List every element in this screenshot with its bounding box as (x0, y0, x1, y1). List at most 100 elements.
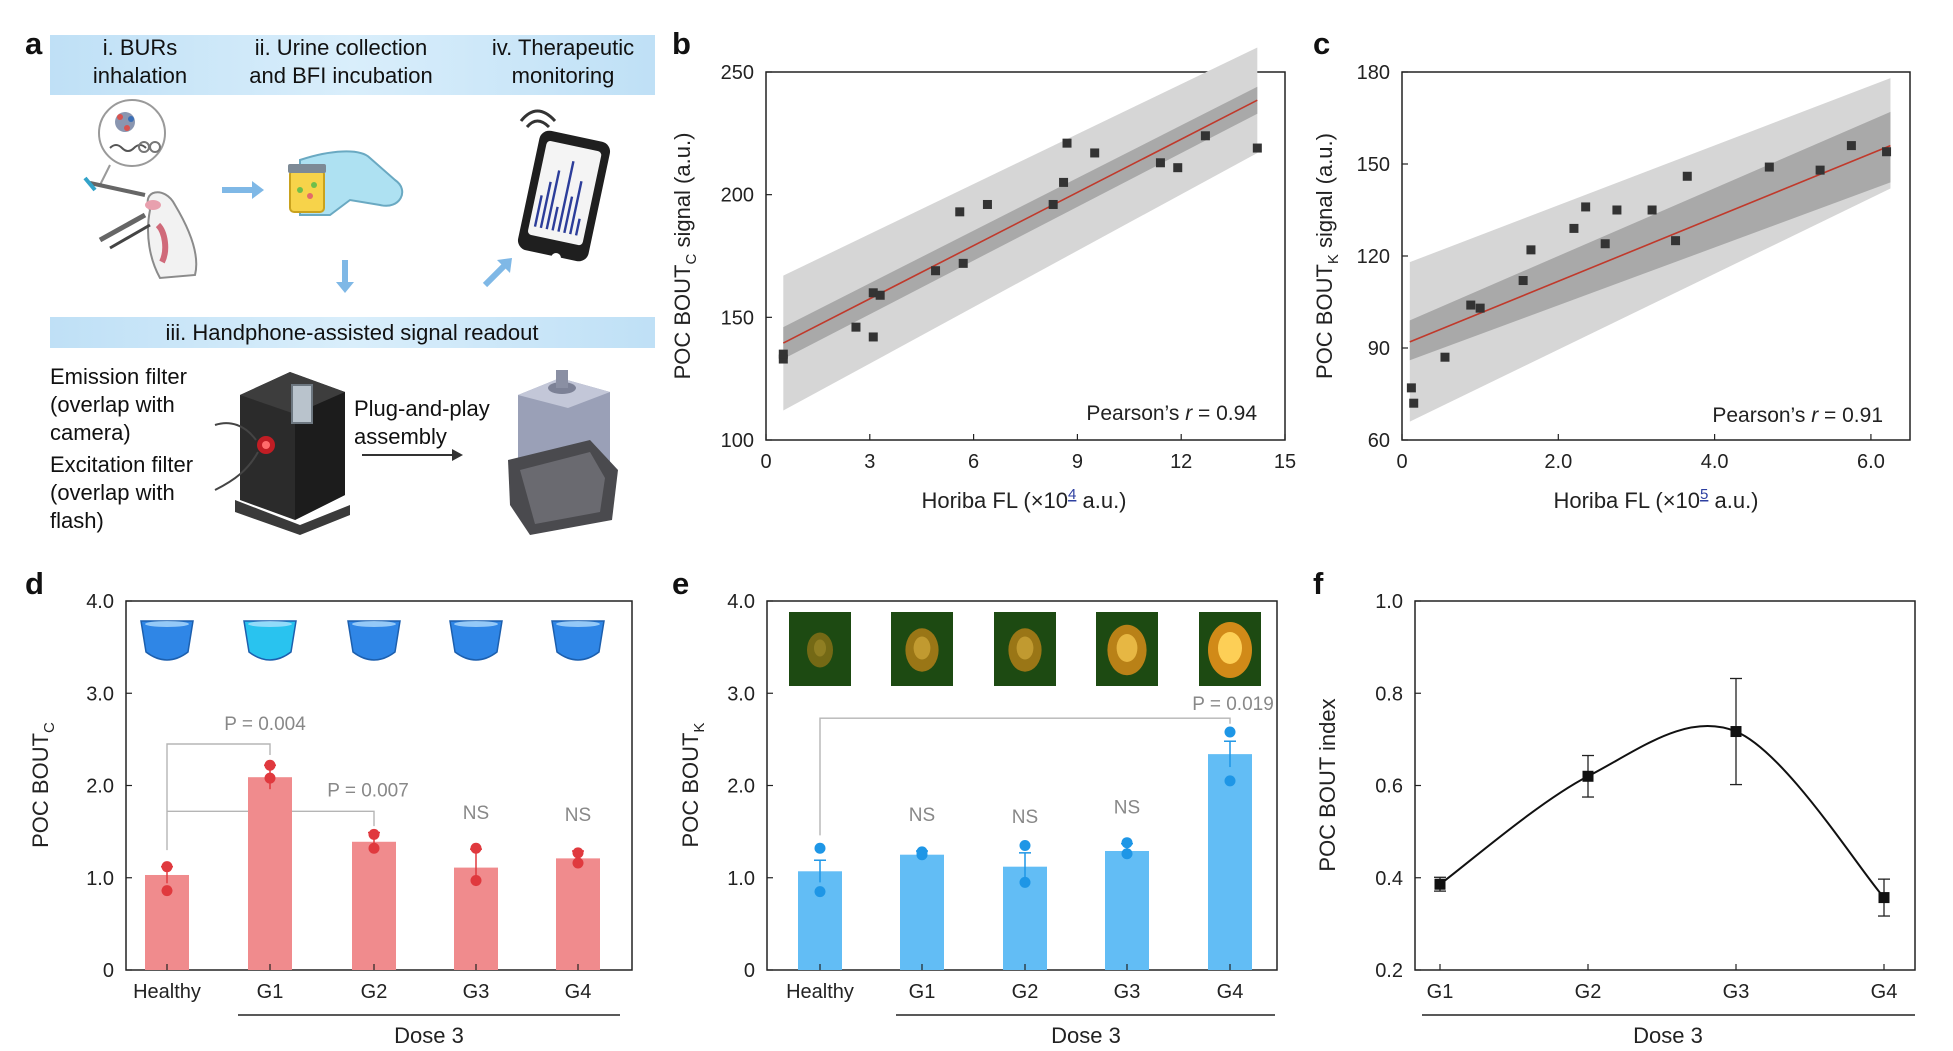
data-point (868, 332, 878, 342)
panel-label-d: d (25, 566, 44, 601)
confidence-bands-b (783, 47, 1258, 411)
fit-line-c (1409, 144, 1891, 343)
x-tick-label: Healthy (133, 981, 201, 1003)
y-ticks-b: 100 150 200 250 (721, 62, 772, 452)
y-tick-label: 120 (1357, 246, 1390, 268)
replicate-dot (916, 849, 928, 861)
y-axis-label-c: POC BOUTK signal (a.u.) (1312, 133, 1342, 379)
p-value-label: P = 0.004 (224, 714, 306, 735)
data-point (931, 266, 941, 276)
x-tick-label: 6.0 (1857, 451, 1885, 473)
comparison-bracket (819, 717, 1231, 836)
vial-highlight (248, 621, 292, 627)
y-tick-label: 100 (721, 430, 754, 452)
plug-line2: assembly (354, 424, 447, 449)
vial-highlight (454, 621, 498, 627)
bar (900, 854, 944, 970)
step4-line1: iv. Therapeutic (492, 35, 634, 60)
p-value-label: P = 0.007 (327, 781, 409, 802)
x-ticks-b: 0 3 6 9 12 15 (760, 434, 1296, 473)
data-point (851, 322, 861, 332)
significance-brackets-d: P = 0.004 P = 0.007 (166, 714, 409, 851)
data-point (982, 199, 992, 209)
replicate-dot (368, 828, 380, 840)
x-tick-label: G4 (1871, 981, 1898, 1003)
step4-line2: monitoring (512, 63, 615, 88)
panel-label-f: f (1313, 566, 1324, 601)
regression-line (782, 99, 1258, 344)
x-tick-label: G2 (1012, 981, 1039, 1003)
data-point (1682, 171, 1692, 181)
data-point (1048, 199, 1058, 209)
y-tick-label: 250 (721, 62, 754, 84)
panel-f-line: f 0.2 0.4 0.6 0.8 1.0 G1 G2 G3 G4 Dose 3 POC BO… (1313, 566, 1916, 1048)
y-tick-label: 200 (721, 185, 754, 207)
data-point (1475, 303, 1485, 313)
data-point (778, 354, 788, 364)
y-tick-label: 0 (744, 960, 755, 982)
ns-label: NS (1114, 798, 1140, 819)
ci-inner-band (1409, 111, 1891, 361)
data-point (1815, 165, 1825, 175)
significance-brackets-e: P = 0.019 (819, 694, 1274, 836)
y-axis-label-f: POC BOUT index (1315, 698, 1340, 871)
plug-line1: Plug-and-play (354, 396, 490, 421)
y-ticks-e: 0 1.0 2.0 3.0 4.0 (727, 591, 773, 982)
spline-curve (1439, 725, 1885, 899)
fluorescence-images-e (789, 612, 1261, 686)
data-point (875, 290, 885, 300)
vial-image (243, 620, 297, 661)
y-tick-label: 4.0 (86, 591, 114, 613)
panel-c-scatter: c 0 2.0 4.0 6.0 60 90 120 150 180 Pearson’s r =… (1312, 26, 1911, 513)
x-axis-label-b: Horiba FL (×104 a.u.) (921, 486, 1126, 513)
data-point (1600, 239, 1610, 249)
data-point (1434, 878, 1446, 890)
ci-inner-band (783, 86, 1258, 360)
confidence-bands-c (1409, 78, 1891, 422)
x-tick-label: 12 (1170, 451, 1192, 473)
ns-label: NS (909, 805, 935, 826)
panel-label-e: e (672, 566, 689, 601)
data-point (1090, 148, 1100, 158)
arrow-up-right (482, 262, 508, 288)
y-tick-label: 1.0 (1375, 591, 1403, 613)
bar (248, 777, 292, 970)
data-point (1155, 158, 1165, 168)
y-tick-label: 1.0 (86, 868, 114, 890)
fluorescence-image (789, 612, 851, 686)
y-tick-label: 60 (1368, 430, 1390, 452)
fluorescence-core (913, 636, 931, 660)
trend-curve-f (1439, 725, 1885, 899)
y-tick-label: 90 (1368, 338, 1390, 360)
data-point (868, 288, 878, 298)
comparison-bracket (167, 810, 375, 827)
fluorescence-core (814, 639, 826, 657)
x-ticks-e: Healthy G1 G2 G3 G4 (786, 964, 1243, 1003)
replicate-dot (1019, 839, 1031, 851)
data-point (1612, 205, 1622, 215)
vial-image (449, 620, 503, 661)
vial-highlight (556, 621, 600, 627)
replicate-dot (572, 847, 584, 859)
x-tick-label: G1 (1427, 981, 1454, 1003)
data-point (1730, 726, 1742, 738)
replicate-dot (264, 772, 276, 784)
data-point (1671, 236, 1681, 246)
plot-frame-f (1414, 600, 1916, 971)
y-tick-label: 0.8 (1375, 683, 1403, 705)
x-tick-label: G3 (1723, 981, 1750, 1003)
vial-images-d (140, 620, 605, 661)
y-tick-label: 180 (1357, 62, 1390, 84)
pearson-annotation-c: Pearson’s r = 0.91 (1712, 404, 1883, 427)
data-points-c (1406, 141, 1892, 408)
fit-line-b (782, 99, 1258, 344)
dose-label-e: Dose 3 (1051, 1023, 1121, 1048)
replicate-dot (1224, 775, 1236, 787)
data-point (1882, 147, 1892, 157)
pearson-annotation-b: Pearson’s r = 0.94 (1086, 402, 1257, 425)
data-point (1764, 162, 1774, 172)
replicate-dot (161, 861, 173, 873)
x-ticks-c: 0 2.0 4.0 6.0 (1396, 434, 1885, 473)
data-point (1173, 163, 1183, 173)
